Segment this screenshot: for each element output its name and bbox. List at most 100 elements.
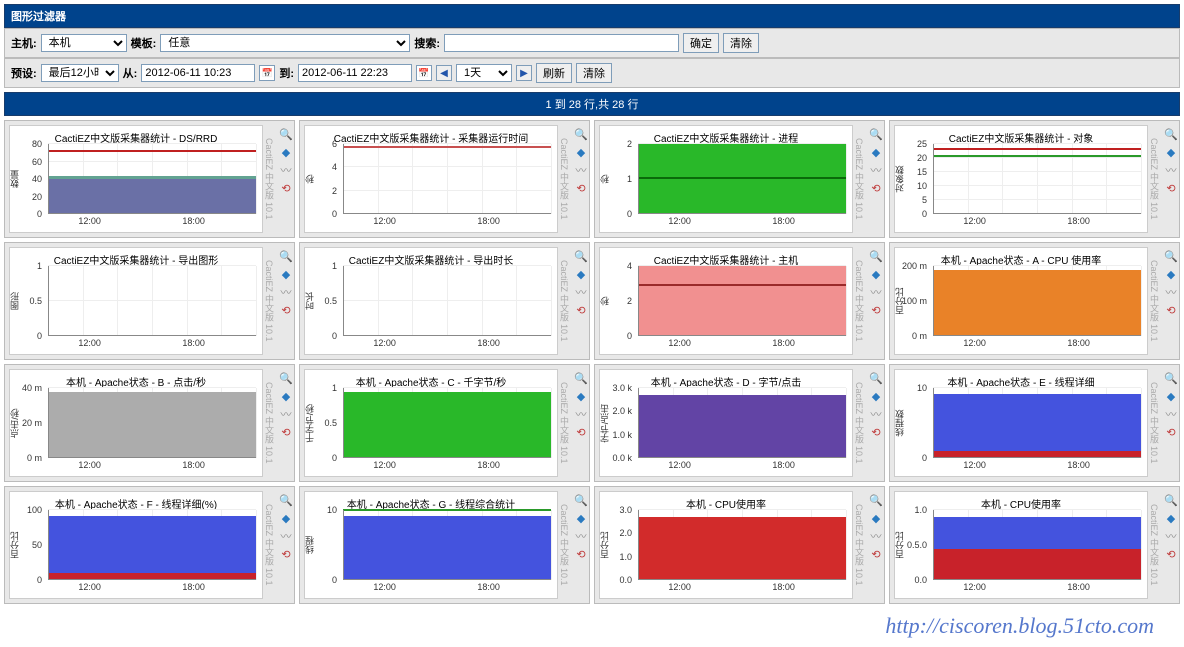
zoom-icon[interactable]: 🔍 xyxy=(574,249,588,263)
next-arrow-icon[interactable]: ▶ xyxy=(516,65,532,81)
graph-icon[interactable]: 〰 xyxy=(279,529,293,543)
csv-icon[interactable]: ◆ xyxy=(1164,145,1178,159)
ytick: 1 xyxy=(332,383,337,393)
ytick: 2.0 k xyxy=(612,406,632,416)
host-select[interactable]: 本机 xyxy=(41,34,127,52)
zoom-icon[interactable]: 🔍 xyxy=(1164,493,1178,507)
zoom-icon[interactable]: 🔍 xyxy=(574,127,588,141)
pager-bar: 1 到 28 行,共 28 行 xyxy=(4,92,1180,116)
zoom-icon[interactable]: 🔍 xyxy=(574,493,588,507)
graph-icon[interactable]: 〰 xyxy=(1164,529,1178,543)
zoom-icon[interactable]: 🔍 xyxy=(1164,127,1178,141)
graph-icon[interactable]: 〰 xyxy=(869,529,883,543)
ytick: 1 xyxy=(627,174,632,184)
zoom-icon[interactable]: 🔍 xyxy=(279,371,293,385)
zoom-icon[interactable]: 🔍 xyxy=(869,249,883,263)
csv-icon[interactable]: ◆ xyxy=(1164,267,1178,281)
graph-icon[interactable]: 〰 xyxy=(574,163,588,177)
graph-icon[interactable]: 〰 xyxy=(1164,285,1178,299)
zoom-icon[interactable]: 🔍 xyxy=(574,371,588,385)
csv-icon[interactable]: ◆ xyxy=(279,267,293,281)
ytick: 0.5 xyxy=(29,296,42,306)
ytick: 0 xyxy=(627,209,632,219)
graph-icon[interactable]: 〰 xyxy=(1164,163,1178,177)
refresh-icon[interactable]: ⟲ xyxy=(1164,303,1178,317)
template-select[interactable]: 任意 xyxy=(160,34,410,52)
chart-cell: 本机 - CPU使用率0.00.5.01.0百分比12:0018:00Cacti… xyxy=(889,486,1180,604)
csv-icon[interactable]: ◆ xyxy=(279,145,293,159)
csv-icon[interactable]: ◆ xyxy=(279,389,293,403)
zoom-icon[interactable]: 🔍 xyxy=(1164,371,1178,385)
graph-icon[interactable]: 〰 xyxy=(574,407,588,421)
refresh-button[interactable] xyxy=(536,63,572,83)
chart-c2: CactiEZ中文版采集器统计 - 采集器运行时间0246秒12:0018:00 xyxy=(304,125,558,233)
zoom-icon[interactable]: 🔍 xyxy=(869,127,883,141)
graph-icon[interactable]: 〰 xyxy=(574,285,588,299)
confirm-button[interactable] xyxy=(683,33,719,53)
csv-icon[interactable]: ◆ xyxy=(574,145,588,159)
to-input[interactable] xyxy=(298,64,412,82)
refresh-icon[interactable]: ⟲ xyxy=(1164,181,1178,195)
ytick: 0 xyxy=(37,209,42,219)
csv-icon[interactable]: ◆ xyxy=(1164,511,1178,525)
csv-icon[interactable]: ◆ xyxy=(869,511,883,525)
refresh-icon[interactable]: ⟲ xyxy=(574,303,588,317)
csv-icon[interactable]: ◆ xyxy=(574,511,588,525)
clear2-button[interactable] xyxy=(576,63,612,83)
ytick: 40 xyxy=(32,174,42,184)
preset-select[interactable]: 最后12小时 xyxy=(41,64,119,82)
graph-icon[interactable]: 〰 xyxy=(1164,407,1178,421)
refresh-icon[interactable]: ⟲ xyxy=(1164,425,1178,439)
csv-icon[interactable]: ◆ xyxy=(869,267,883,281)
refresh-icon[interactable]: ⟲ xyxy=(279,547,293,561)
csv-icon[interactable]: ◆ xyxy=(869,145,883,159)
calendar-from-icon[interactable]: 📅 xyxy=(259,65,275,81)
csv-icon[interactable]: ◆ xyxy=(279,511,293,525)
refresh-icon[interactable]: ⟲ xyxy=(869,425,883,439)
span-select[interactable]: 1天 xyxy=(456,64,512,82)
graph-icon[interactable]: 〰 xyxy=(279,163,293,177)
csv-icon[interactable]: ◆ xyxy=(574,389,588,403)
graph-icon[interactable]: 〰 xyxy=(869,163,883,177)
chart-c15: 本机 - CPU使用率0.01.02.03.0百分比12:0018:00 xyxy=(599,491,853,599)
refresh-icon[interactable]: ⟲ xyxy=(1164,547,1178,561)
csv-icon[interactable]: ◆ xyxy=(574,267,588,281)
graph-icon[interactable]: 〰 xyxy=(574,529,588,543)
chart-side-text: CactiEZ 中文版 10.1 xyxy=(853,367,866,479)
csv-icon[interactable]: ◆ xyxy=(1164,389,1178,403)
refresh-icon[interactable]: ⟲ xyxy=(574,547,588,561)
ytick: 2 xyxy=(332,186,337,196)
refresh-icon[interactable]: ⟲ xyxy=(279,425,293,439)
clear-button[interactable] xyxy=(723,33,759,53)
refresh-icon[interactable]: ⟲ xyxy=(279,181,293,195)
refresh-icon[interactable]: ⟲ xyxy=(869,547,883,561)
graph-icon[interactable]: 〰 xyxy=(279,407,293,421)
refresh-icon[interactable]: ⟲ xyxy=(574,181,588,195)
prev-arrow-icon[interactable]: ◀ xyxy=(436,65,452,81)
chart-toolbar: 🔍 ◆ 〰 ⟲ xyxy=(278,365,294,481)
xtick: 12:00 xyxy=(373,582,396,592)
zoom-icon[interactable]: 🔍 xyxy=(869,371,883,385)
xtick: 12:00 xyxy=(373,338,396,348)
search-input[interactable] xyxy=(444,34,679,52)
graph-icon[interactable]: 〰 xyxy=(869,407,883,421)
refresh-icon[interactable]: ⟲ xyxy=(574,425,588,439)
zoom-icon[interactable]: 🔍 xyxy=(279,249,293,263)
zoom-icon[interactable]: 🔍 xyxy=(279,493,293,507)
csv-icon[interactable]: ◆ xyxy=(869,389,883,403)
graph-icon[interactable]: 〰 xyxy=(279,285,293,299)
zoom-icon[interactable]: 🔍 xyxy=(279,127,293,141)
refresh-icon[interactable]: ⟲ xyxy=(279,303,293,317)
zoom-icon[interactable]: 🔍 xyxy=(869,493,883,507)
ytick: 4 xyxy=(332,162,337,172)
refresh-icon[interactable]: ⟲ xyxy=(869,181,883,195)
from-input[interactable] xyxy=(141,64,255,82)
calendar-to-icon[interactable]: 📅 xyxy=(416,65,432,81)
chart-toolbar: 🔍 ◆ 〰 ⟲ xyxy=(573,121,589,237)
xtick: 18:00 xyxy=(772,216,795,226)
zoom-icon[interactable]: 🔍 xyxy=(1164,249,1178,263)
chart-c7: CactiEZ中文版采集器统计 - 主机024秒12:0018:00 xyxy=(599,247,853,355)
graph-icon[interactable]: 〰 xyxy=(869,285,883,299)
chart-grid: CactiEZ中文版采集器统计 - DS/RRD020406080数量12:00… xyxy=(4,120,1180,604)
refresh-icon[interactable]: ⟲ xyxy=(869,303,883,317)
